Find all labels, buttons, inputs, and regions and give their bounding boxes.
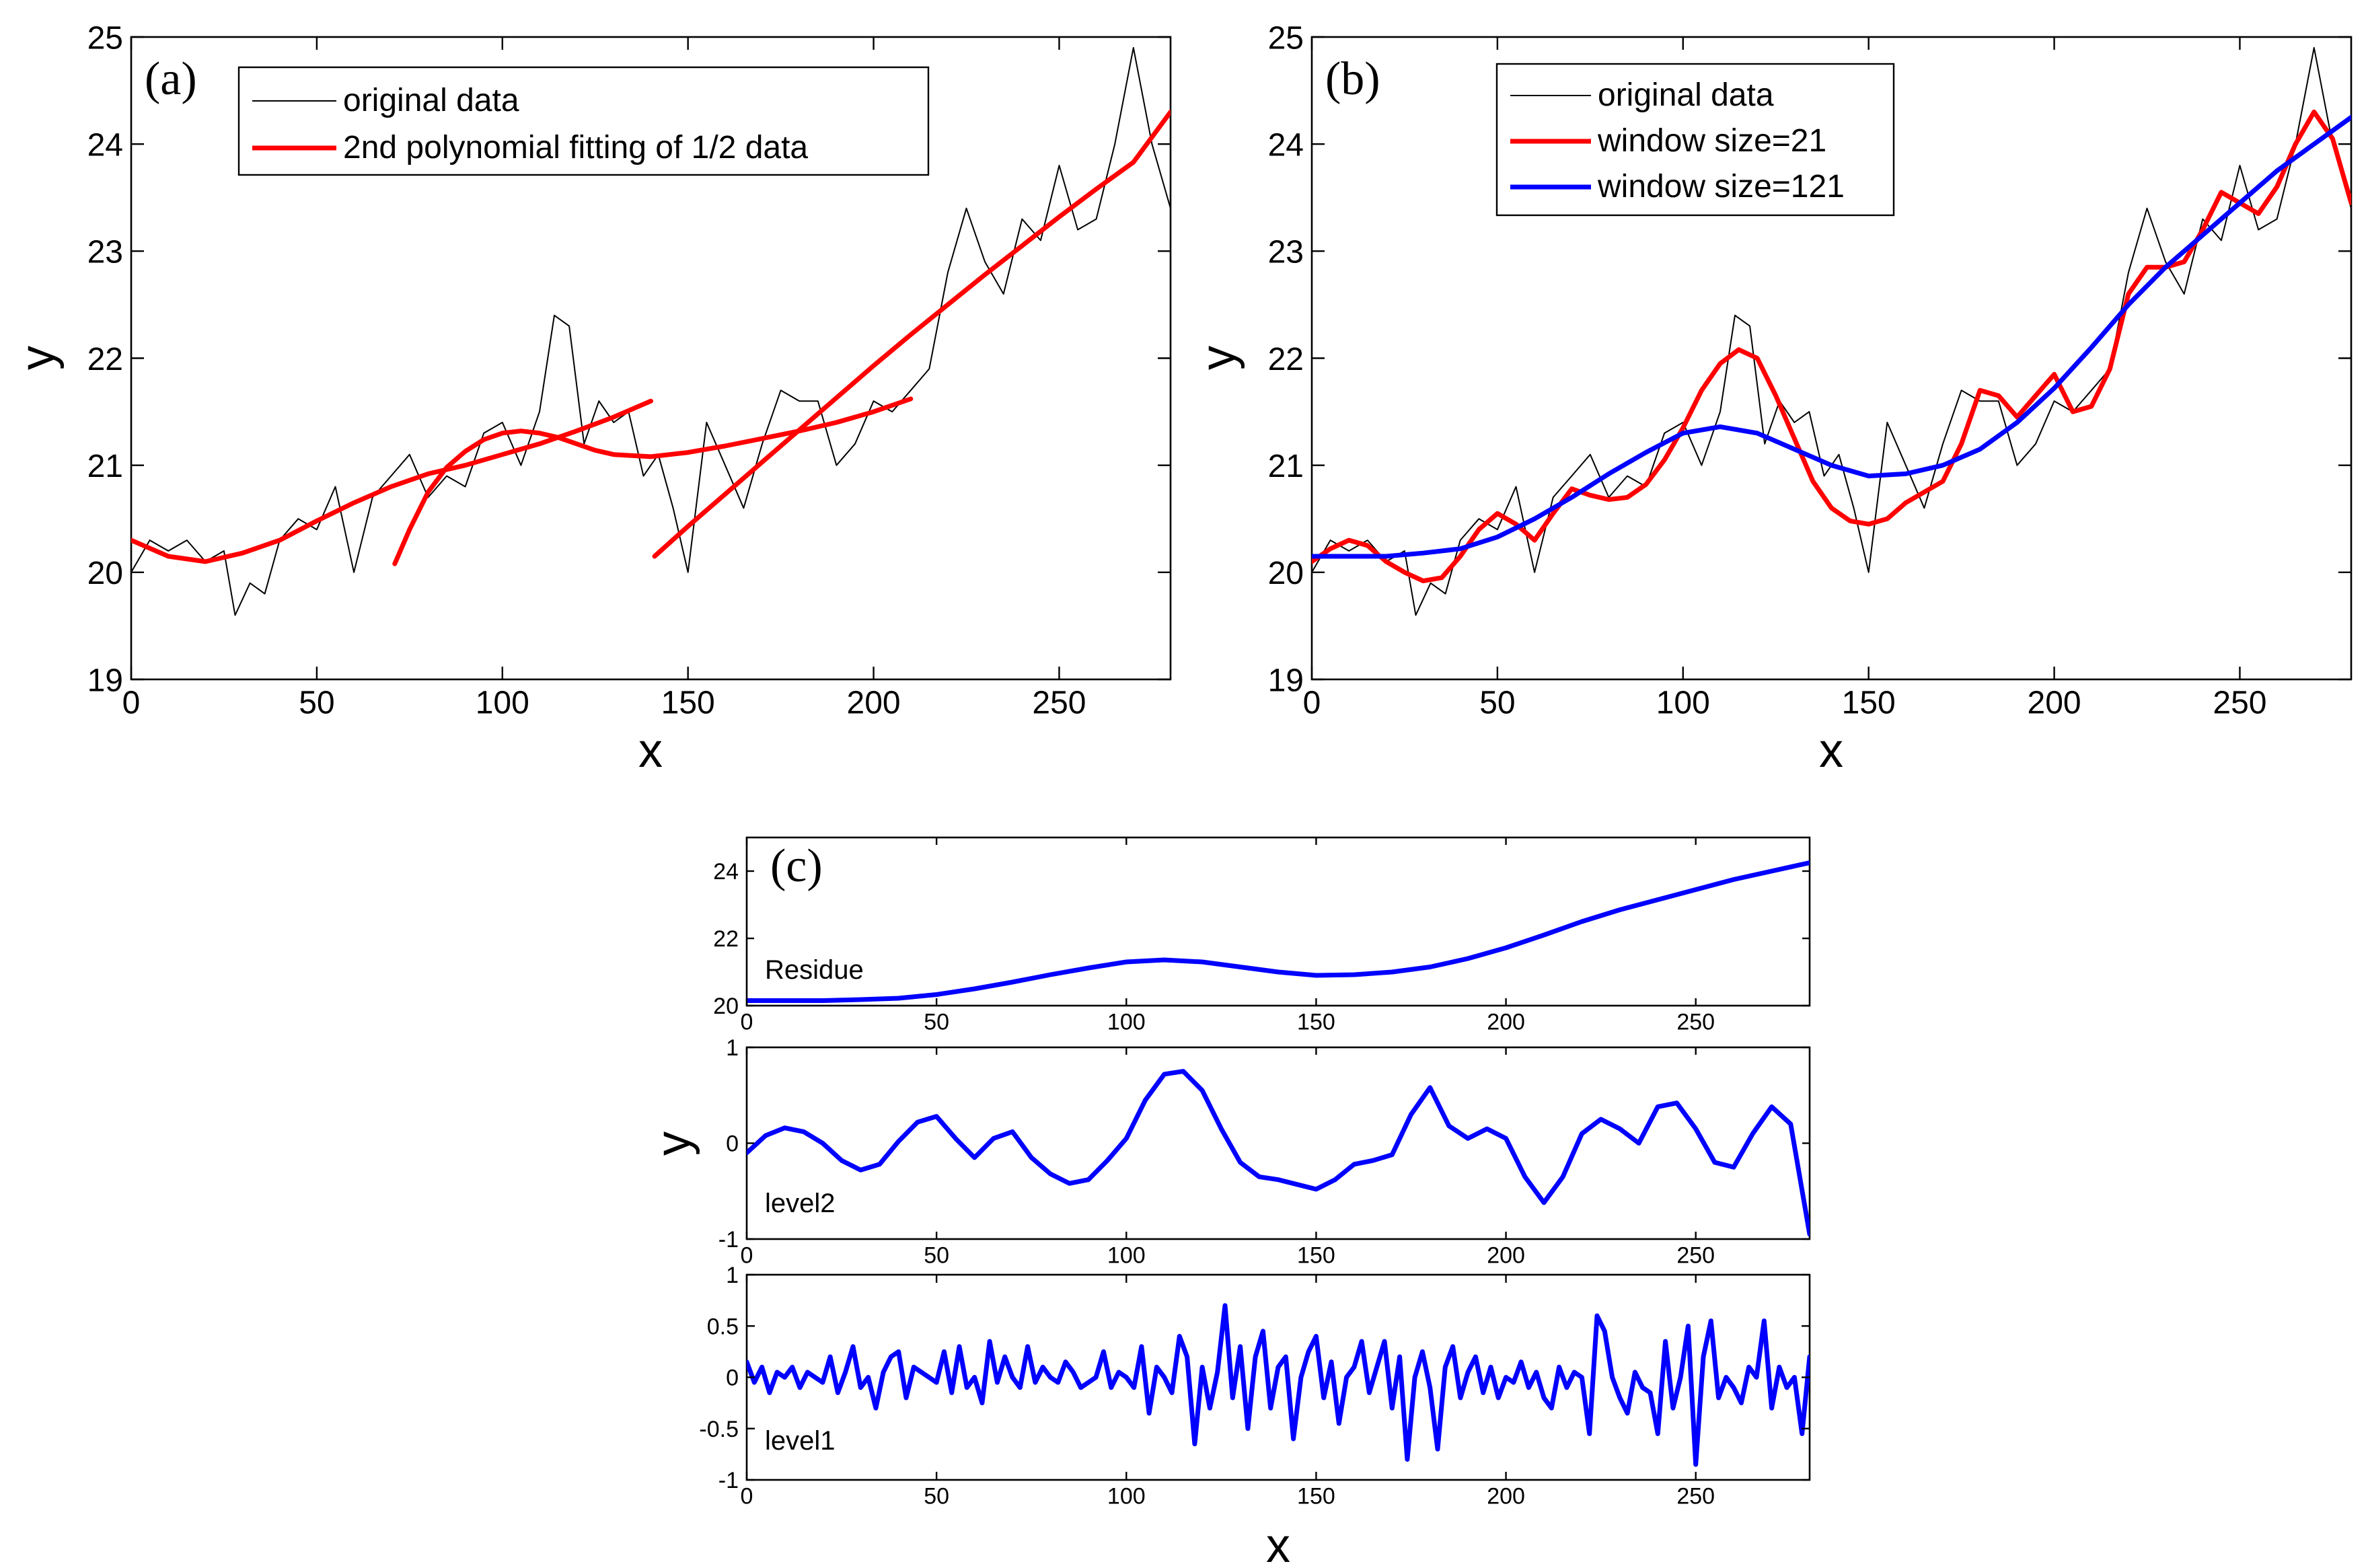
panel-b-xtick-label: 200 — [2028, 685, 2081, 720]
panel-c-level1-xtick-label: 200 — [1487, 1484, 1525, 1509]
panel-b-xtick-label: 250 — [2213, 685, 2266, 720]
legend-label-poly-fit-a: 2nd polynomial fitting of 1/2 data — [343, 130, 808, 165]
panel-a-ylabel: y — [11, 346, 65, 370]
panel-c-level2-xtick-label: 50 — [924, 1243, 949, 1269]
panel-c-residue-xtick-label: 100 — [1107, 1010, 1146, 1035]
series-fit-3 — [652, 109, 1171, 559]
series-original-data — [131, 46, 1171, 616]
panel-c-data — [747, 860, 1810, 1467]
panel-b-legend: original data window size=21 window size… — [1495, 63, 1895, 217]
panel-c-residue-ytick-label: 20 — [713, 994, 739, 1019]
panel-c-level2-xtick-label: 200 — [1487, 1243, 1525, 1269]
panel-b-ytick-label: 20 — [1268, 556, 1304, 591]
series-residue — [747, 860, 1810, 1003]
panel-a-legend: original data 2nd polynomial fitting of … — [237, 66, 930, 176]
panel-a-xtick-label: 100 — [476, 685, 529, 720]
panel-b-ytick-label: 24 — [1268, 127, 1304, 163]
panel-a-ytick-label: 20 — [87, 556, 123, 591]
panel-b-xlabel: x — [1819, 724, 1843, 778]
panel-a-label: (a) — [145, 53, 197, 105]
panel-b-ytick-label: 19 — [1268, 663, 1304, 698]
panel-c-level2-xtick-label: 250 — [1676, 1243, 1715, 1269]
panel-a-xtick-label: 250 — [1032, 685, 1086, 720]
panel-c-level1-xtick-label: 250 — [1676, 1484, 1715, 1509]
panel-c-level2-ytick-label: 0 — [726, 1131, 739, 1157]
panel-b: 0 50 100 150 200 250 19 20 21 22 23 24 25 (b) origin… — [1191, 20, 2353, 778]
panel-a-xtick-label: 200 — [847, 685, 901, 720]
panel-c-level1-label: level1 — [765, 1426, 836, 1456]
series-level1 — [747, 1303, 1810, 1467]
panel-a-ytick-label: 22 — [87, 342, 123, 377]
panel-a-legend-box — [237, 66, 930, 176]
panel-a-data — [131, 46, 1171, 616]
panel-b-ytick-label: 25 — [1268, 20, 1304, 56]
panel-b-xtick-label: 150 — [1842, 685, 1896, 720]
panel-c-level2-label: level2 — [765, 1189, 836, 1218]
series-fit-1 — [131, 398, 653, 564]
series-fit-2 — [392, 396, 914, 566]
panel-a-xtick-label: 150 — [661, 685, 715, 720]
panel-c-residue-xtick-label: 150 — [1297, 1010, 1335, 1035]
panel-c-level1-ytick-label: -1 — [718, 1468, 739, 1493]
panel-b-ytick-label: 23 — [1268, 235, 1304, 270]
panel-c-level2-xtick-label: 150 — [1297, 1243, 1335, 1269]
panel-a-ytick-label: 25 — [87, 20, 123, 56]
panel-c-ylabel: y — [646, 1131, 700, 1156]
panel-c-residue-xtick-label: 50 — [924, 1010, 949, 1035]
panel-c-residue-xtick-label: 200 — [1487, 1010, 1525, 1035]
panel-a-ytick-label: 24 — [87, 127, 123, 163]
panel-b-data — [1312, 46, 2351, 616]
legend-label-original-data-a: original data — [343, 83, 519, 118]
panel-b-xtick-label: 50 — [1479, 685, 1515, 720]
panel-c-residue-ytick-label: 24 — [713, 859, 739, 885]
panel-c-residue-label: Residue — [765, 955, 864, 985]
panel-b-xtick-label: 100 — [1656, 685, 1710, 720]
panel-c-level2-ytick-label: 1 — [726, 1035, 739, 1061]
panel-c-level2-ytick-label: -1 — [718, 1227, 739, 1253]
series-window-size-121 — [1312, 114, 2351, 559]
panel-c-residue-frame — [745, 836, 1811, 1007]
panel-c-residue-ytick-label: 22 — [713, 926, 739, 952]
panel-a-ytick-label: 19 — [87, 663, 123, 698]
panel-c-level2-frame — [745, 1046, 1811, 1240]
panel-c-level2-xtick-label: 100 — [1107, 1243, 1146, 1269]
panel-c-level1-xtick-label: 0 — [741, 1484, 753, 1509]
series-window-size-21 — [1312, 109, 2351, 584]
panel-c-residue-xtick-label: 0 — [741, 1010, 753, 1035]
panel-c-level1-ytick-label: 0 — [726, 1366, 739, 1391]
panel-b-ytick-label: 21 — [1268, 449, 1304, 484]
legend-label-window-121: window size=121 — [1597, 169, 1845, 204]
panel-c-level1-ytick-label: 0.5 — [707, 1314, 739, 1339]
legend-label-window-21: window size=21 — [1597, 123, 1826, 159]
panel-b-xtick-label: 0 — [1303, 685, 1321, 720]
panel-c-xlabel: x — [1266, 1519, 1290, 1568]
panel-c-label: (c) — [770, 840, 823, 892]
panel-a: 0 50 100 150 200 250 19 20 21 22 23 24 25 (a) origin… — [11, 20, 1172, 778]
legend-label-original-data-b: original data — [1598, 77, 1774, 113]
panel-a-ytick-label: 23 — [87, 235, 123, 270]
panel-a-xtick-label: 50 — [299, 685, 334, 720]
panel-c-level1-xtick-label: 50 — [924, 1484, 949, 1509]
panel-a-xlabel: x — [638, 724, 663, 778]
panel-c-level1-xtick-label: 150 — [1297, 1484, 1335, 1509]
panel-c-residue-xtick-label: 250 — [1676, 1010, 1715, 1035]
panel-b-axes: 0 50 100 150 200 250 19 20 21 22 23 24 25 — [1268, 20, 2351, 720]
series-level2 — [747, 1069, 1810, 1237]
panel-b-ylabel: y — [1191, 346, 1245, 370]
panel-b-label: (b) — [1325, 53, 1380, 105]
panel-c-level2-xtick-label: 0 — [741, 1243, 753, 1269]
panel-a-ytick-label: 21 — [87, 449, 123, 484]
panel-a-xtick-label: 0 — [122, 685, 141, 720]
panel-c-level1-ytick-label: -0.5 — [699, 1417, 739, 1442]
panel-b-ytick-label: 22 — [1268, 342, 1304, 377]
panel-a-axes: 0 50 100 150 200 250 19 20 21 22 23 24 25 — [87, 20, 1171, 720]
panel-c-level1-ytick-label: 1 — [726, 1263, 739, 1288]
panel-c-level1-xtick-label: 100 — [1107, 1484, 1146, 1509]
